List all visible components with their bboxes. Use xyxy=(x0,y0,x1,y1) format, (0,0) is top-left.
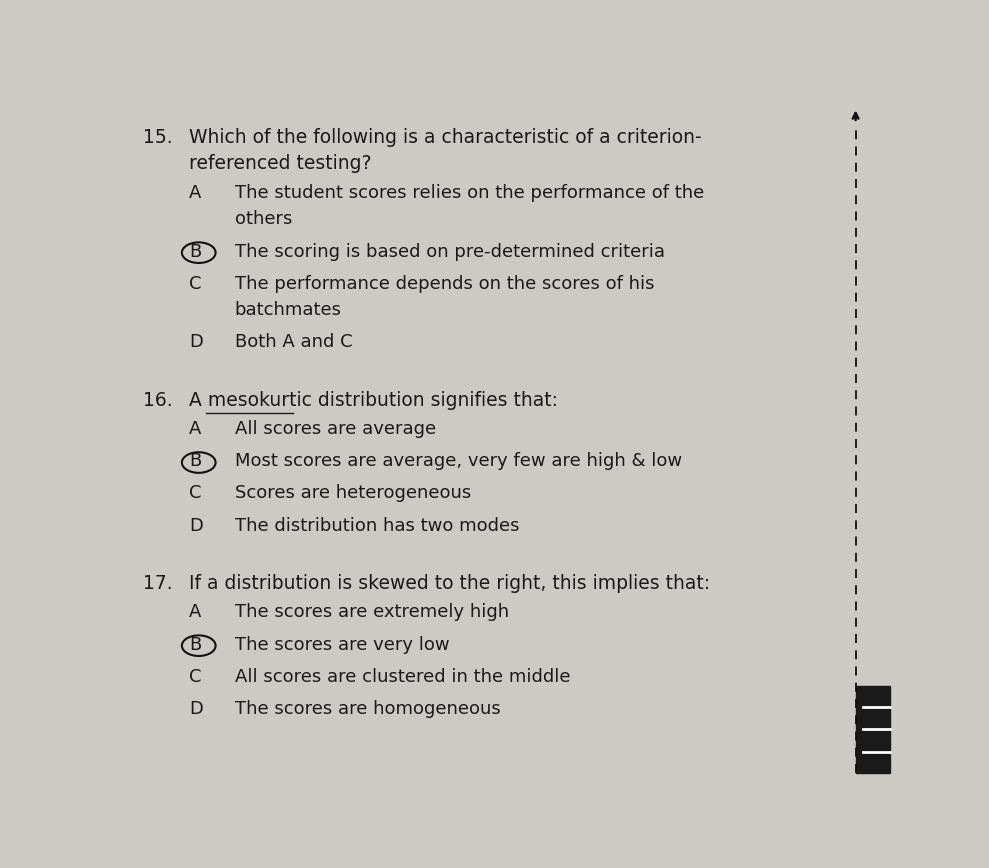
Text: B: B xyxy=(189,242,201,260)
Text: The scores are very low: The scores are very low xyxy=(234,635,449,654)
Text: The scores are homogeneous: The scores are homogeneous xyxy=(234,700,500,718)
Text: D: D xyxy=(189,516,203,535)
Text: If a distribution is skewed to the right, this implies that:: If a distribution is skewed to the right… xyxy=(189,574,710,593)
Text: Most scores are average, very few are high & low: Most scores are average, very few are hi… xyxy=(234,452,681,470)
Text: A mesokurtic distribution signifies that:: A mesokurtic distribution signifies that… xyxy=(189,391,558,410)
Text: Both A and C: Both A and C xyxy=(234,333,352,352)
Text: Scores are heterogeneous: Scores are heterogeneous xyxy=(234,484,471,503)
Text: C: C xyxy=(189,274,202,293)
Text: Which of the following is a characteristic of a criterion-: Which of the following is a characterist… xyxy=(189,128,701,147)
Text: 16.: 16. xyxy=(142,391,172,410)
Text: referenced testing?: referenced testing? xyxy=(189,155,371,174)
Text: A: A xyxy=(189,184,201,201)
Text: C: C xyxy=(189,484,202,503)
Text: All scores are average: All scores are average xyxy=(234,420,436,438)
FancyBboxPatch shape xyxy=(856,686,890,773)
Text: The student scores relies on the performance of the: The student scores relies on the perform… xyxy=(234,184,704,201)
Text: The scoring is based on pre-determined criteria: The scoring is based on pre-determined c… xyxy=(234,242,665,260)
Text: batchmates: batchmates xyxy=(234,301,342,319)
Text: D: D xyxy=(189,700,203,718)
Text: A: A xyxy=(189,420,201,438)
Text: C: C xyxy=(189,667,202,686)
Text: All scores are clustered in the middle: All scores are clustered in the middle xyxy=(234,667,571,686)
Text: B: B xyxy=(189,635,201,654)
Text: others: others xyxy=(234,210,292,228)
Text: The distribution has two modes: The distribution has two modes xyxy=(234,516,519,535)
Text: A: A xyxy=(189,603,201,621)
Text: 17.: 17. xyxy=(142,574,172,593)
Text: B: B xyxy=(189,452,201,470)
Text: D: D xyxy=(189,333,203,352)
Text: The performance depends on the scores of his: The performance depends on the scores of… xyxy=(234,274,655,293)
Text: The scores are extremely high: The scores are extremely high xyxy=(234,603,509,621)
Text: 15.: 15. xyxy=(142,128,172,147)
